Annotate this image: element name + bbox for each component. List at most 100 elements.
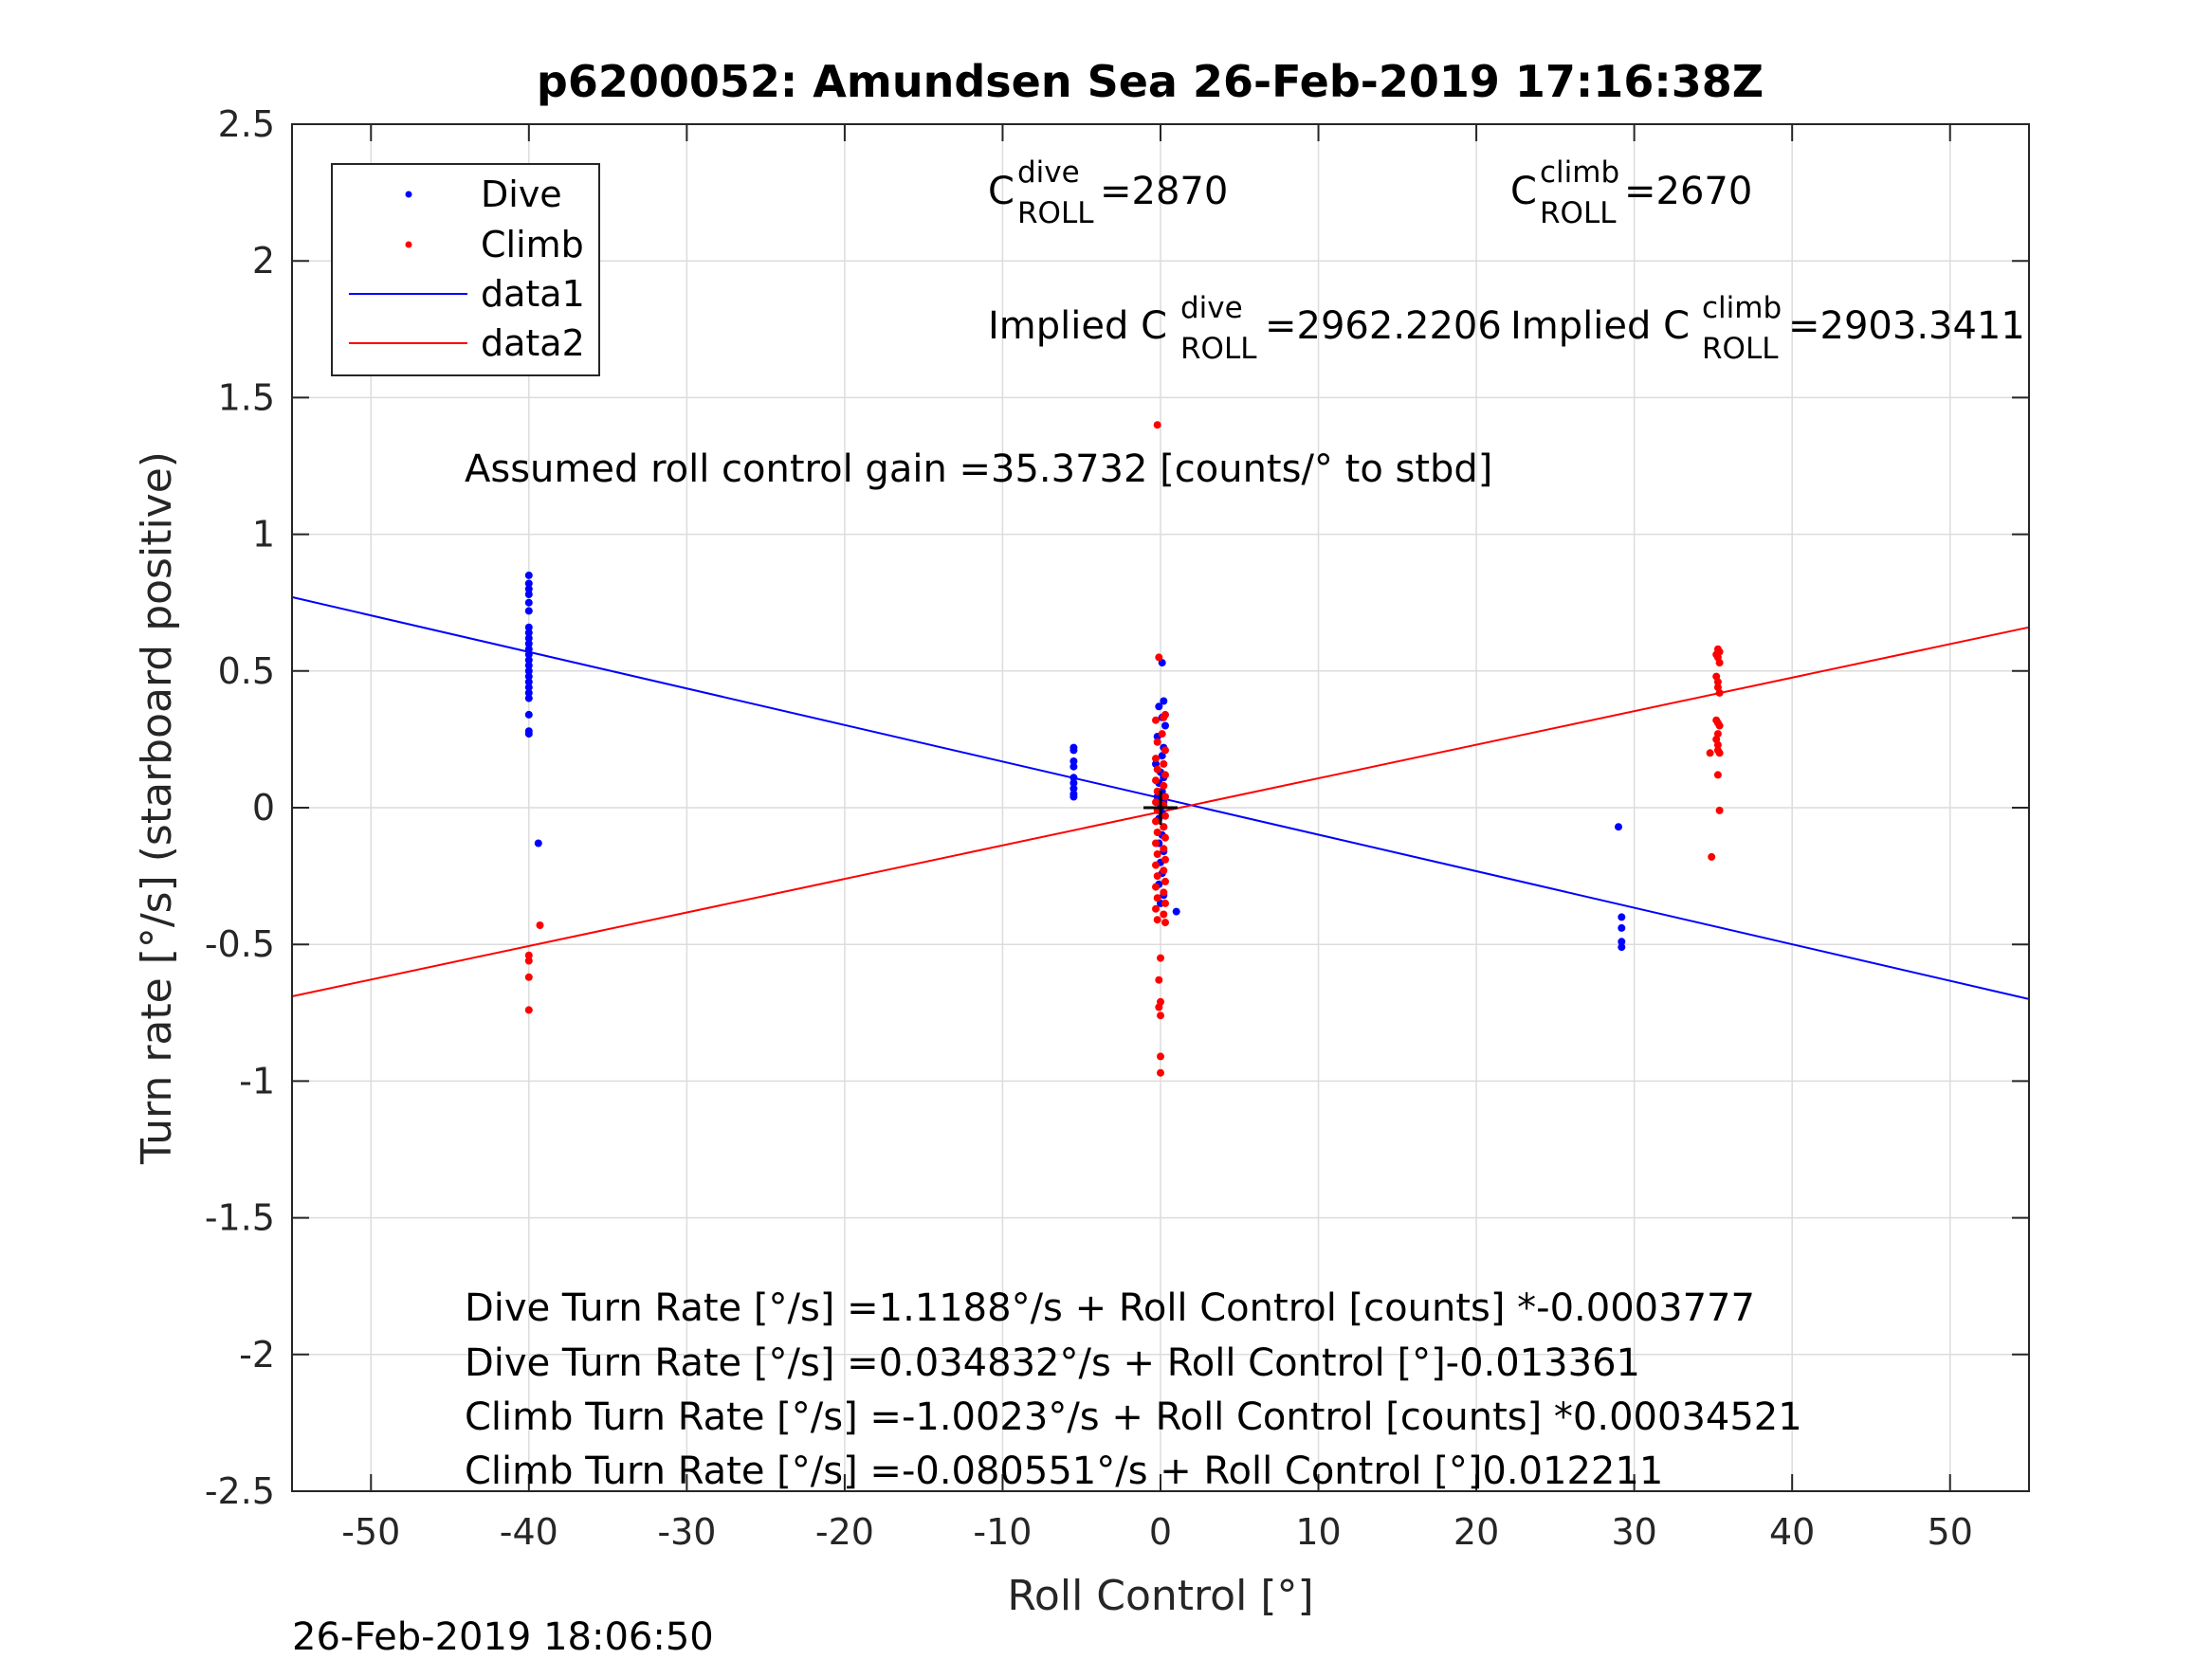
- annotation-c-dive: C dive ROLL =2870: [988, 155, 1228, 230]
- climb-point: [1160, 759, 1168, 768]
- dive-point: [524, 662, 533, 669]
- dive-point: [1160, 697, 1168, 705]
- climb-point: [1706, 749, 1714, 757]
- y-tick-label: 1.5: [218, 376, 275, 418]
- climb-point: [536, 921, 544, 929]
- dive-point: [524, 678, 533, 686]
- legend-data2-label: data2: [481, 322, 585, 364]
- dive-point: [524, 623, 533, 631]
- dive-point: [524, 684, 533, 692]
- dive-point: [524, 650, 533, 659]
- x-tick-label: -30: [657, 1511, 716, 1553]
- climb-point: [1715, 688, 1724, 697]
- c-climb-sub: ROLL: [1540, 196, 1617, 230]
- climb-point: [1160, 845, 1168, 853]
- climb-point: [1713, 771, 1722, 779]
- climb-point: [1153, 765, 1161, 774]
- dive-point: [1069, 746, 1078, 755]
- dive-point: [1069, 784, 1078, 793]
- legend-dive-label: Dive: [481, 173, 562, 215]
- dive-point: [524, 640, 533, 647]
- x-tick-label: 0: [1149, 1511, 1172, 1553]
- y-tick-label: 2: [252, 240, 275, 282]
- implied-climb-sub: ROLL: [1702, 332, 1779, 366]
- y-tick-label: 0.5: [218, 650, 275, 692]
- y-tick-label: 0: [252, 787, 275, 829]
- implied-climb-sup: climb: [1702, 291, 1782, 325]
- dive-point: [1172, 907, 1180, 916]
- climb-point: [1153, 738, 1161, 746]
- implied-dive-prefix: Implied C: [988, 304, 1167, 348]
- climb-point: [1157, 1068, 1164, 1077]
- dive-point: [1069, 757, 1078, 765]
- dive-point: [524, 571, 533, 579]
- climb-point: [1708, 852, 1716, 861]
- dive-point: [524, 666, 533, 675]
- y-tick-label: -2: [239, 1334, 275, 1376]
- climb-point: [1715, 659, 1724, 667]
- climb-point: [1161, 811, 1169, 820]
- y-tick-label: -1.5: [205, 1197, 275, 1239]
- dive-point: [524, 710, 533, 719]
- climb-point: [1161, 710, 1169, 719]
- climb-point: [1160, 781, 1168, 790]
- climb-point: [1153, 829, 1161, 836]
- plot-frame: [291, 123, 2030, 1492]
- x-axis-label: Roll Control [°]: [1007, 1572, 1313, 1620]
- x-tick-label: 10: [1295, 1511, 1341, 1553]
- data-points: [524, 421, 1724, 1077]
- dive-point: [1161, 721, 1169, 730]
- gain-annotation: Assumed roll control gain =35.3732 [coun…: [465, 447, 1492, 491]
- climb-point: [1157, 1052, 1164, 1061]
- climb-point: [1160, 823, 1168, 831]
- legend-data1-label: data1: [481, 273, 585, 315]
- annotation-implied-climb: Implied C climb ROLL =2903.3411: [1510, 291, 2025, 366]
- dive-point: [524, 591, 533, 598]
- annotation-c-climb: C climb ROLL =2670: [1510, 155, 1752, 230]
- climb-point: [1153, 421, 1161, 429]
- c-climb-sup: climb: [1540, 155, 1619, 190]
- dive-point: [1069, 762, 1078, 771]
- dive-point: [524, 656, 533, 665]
- annotation-implied-dive: Implied C dive ROLL =2962.2206: [988, 291, 1502, 366]
- climb-point: [1161, 793, 1169, 801]
- climb-point: [524, 951, 533, 959]
- climb-point: [1715, 806, 1724, 814]
- y-tick-label: -1: [239, 1060, 275, 1102]
- climb-point: [1155, 975, 1163, 984]
- climb-point: [1152, 798, 1160, 807]
- climb-point: [524, 973, 533, 981]
- implied-dive-value: =2962.2206: [1265, 304, 1502, 348]
- dive-point: [524, 730, 533, 738]
- climb-point: [1152, 883, 1160, 891]
- dive-point: [534, 839, 542, 848]
- x-tick-label: -10: [973, 1511, 1032, 1553]
- c-dive-sup: dive: [1017, 155, 1080, 190]
- dive-point: [524, 629, 533, 637]
- climb-point: [1152, 755, 1160, 763]
- climb-point: [1152, 716, 1160, 724]
- legend-dive-marker: [405, 191, 412, 198]
- dive-point: [524, 645, 533, 653]
- c-dive-label: C: [988, 170, 1015, 213]
- dive-point: [524, 672, 533, 681]
- x-tick-label: 20: [1453, 1511, 1499, 1553]
- y-tick-label: 2.5: [218, 103, 275, 145]
- y-tick-label: -0.5: [205, 923, 275, 965]
- x-tick-label: 50: [1928, 1511, 1973, 1553]
- dive-point: [524, 585, 533, 593]
- climb-point: [1153, 872, 1161, 881]
- climb-point: [1152, 839, 1160, 848]
- dive-point: [1618, 913, 1626, 921]
- climb-point: [1153, 894, 1161, 902]
- legend: Dive Climb data1 data2: [331, 163, 600, 376]
- dive-point: [1618, 938, 1626, 946]
- climb-point: [1152, 776, 1160, 785]
- dive-point: [1069, 774, 1078, 782]
- x-tick-label: -50: [341, 1511, 400, 1553]
- x-tick-label: 40: [1769, 1511, 1815, 1553]
- climb-point: [1158, 730, 1166, 738]
- climb-point: [1153, 850, 1161, 858]
- climb-point: [1153, 916, 1161, 924]
- dive-point: [524, 598, 533, 607]
